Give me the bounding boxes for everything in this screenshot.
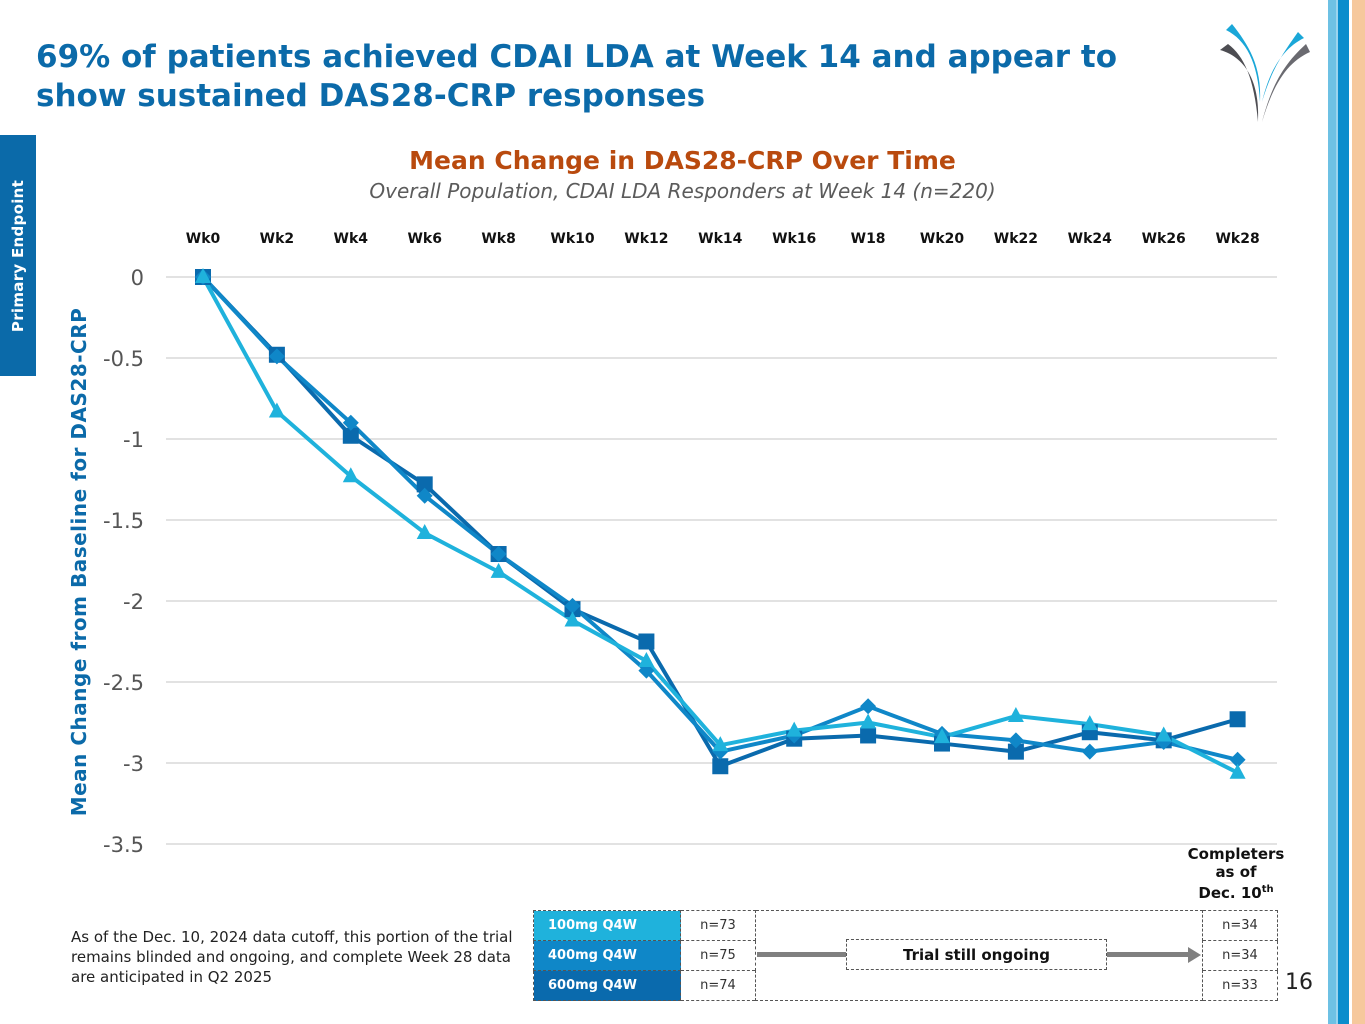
series-line-400mg-q4w	[201, 275, 1239, 762]
data-point-triangle	[860, 713, 877, 729]
data-point-diamond	[490, 546, 507, 563]
y-tick-label: -0.5	[103, 347, 144, 371]
x-tick-label: Wk16	[772, 231, 816, 247]
data-point-triangle	[416, 523, 433, 539]
data-point-triangle	[638, 651, 655, 667]
data-point-diamond	[1081, 743, 1098, 760]
data-point-diamond	[342, 414, 359, 431]
data-point-triangle	[934, 728, 950, 744]
completers-header: Completers as of Dec. 10th	[1180, 845, 1292, 902]
y-tick-label: -3.5	[103, 833, 144, 857]
x-tick-label: Wk12	[624, 231, 668, 247]
n-complete: n=34	[1202, 910, 1278, 941]
slide-title: 69% of patients achieved CDAI LDA at Wee…	[36, 39, 1118, 114]
data-point-square	[712, 758, 729, 775]
data-point-diamond	[1007, 732, 1024, 749]
decorative-stripes	[1328, 0, 1365, 1024]
table-row: 400mg Q4W n=75 n=34	[533, 940, 1278, 971]
n-complete: n=33	[1202, 970, 1278, 1001]
page-number: 16	[1285, 970, 1313, 995]
data-point-triangle	[1229, 763, 1246, 779]
data-point-triangle	[712, 736, 729, 752]
x-tick-label: Wk8	[481, 231, 516, 247]
dose-label: 100mg Q4W	[533, 910, 681, 941]
data-point-square	[1229, 711, 1246, 728]
chart-title: Mean Change in DAS28-CRP Over Time	[0, 146, 1365, 175]
data-point-triangle	[786, 721, 803, 737]
chart-title-text: Mean Change in DAS28-CRP Over Time	[409, 146, 956, 175]
footnote: As of the Dec. 10, 2024 data cutoff, thi…	[71, 928, 513, 986]
chart-subtitle-text: Overall Population, CDAI LDA Responders …	[369, 179, 996, 203]
x-tick-label: W18	[851, 231, 886, 247]
completers-line2: as of	[1215, 863, 1257, 881]
arrow-line-right	[1107, 952, 1189, 957]
x-tick-label: Wk24	[1068, 231, 1112, 247]
data-point-square	[416, 476, 433, 493]
y-tick-label: -1	[123, 428, 144, 452]
x-tick-label: Wk14	[698, 231, 742, 247]
n-start: n=74	[680, 970, 756, 1001]
x-tick-label: Wk26	[1142, 231, 1186, 247]
y-tick-label: -2.5	[103, 671, 144, 695]
data-point-triangle	[268, 402, 285, 418]
x-tick-label: Wk22	[994, 231, 1038, 247]
data-point-diamond	[1229, 751, 1246, 768]
data-point-triangle	[342, 467, 359, 483]
x-tick-label: Wk2	[260, 231, 295, 247]
dose-label: 600mg Q4W	[533, 970, 681, 1001]
arrow-right-icon	[1188, 947, 1201, 963]
data-point-triangle	[1007, 707, 1024, 723]
x-tick-label: Wk0	[186, 231, 221, 247]
section-tab: Primary Endpoint	[0, 135, 36, 376]
x-tick-label: Wk10	[550, 231, 594, 247]
data-point-square	[342, 427, 359, 444]
trial-ongoing-box: Trial still ongoing	[846, 939, 1107, 970]
data-point-diamond	[416, 487, 433, 504]
data-point-square	[860, 727, 877, 744]
chart-subtitle: Overall Population, CDAI LDA Responders …	[0, 179, 1365, 203]
dose-label: 400mg Q4W	[533, 940, 681, 971]
data-point-triangle	[1155, 726, 1172, 742]
y-tick-label: -3	[123, 752, 144, 776]
y-tick-label: -1.5	[103, 509, 144, 533]
x-tick-label: Wk28	[1215, 231, 1259, 247]
series-line-600mg-q4w	[201, 275, 1239, 769]
y-tick-label: 0	[131, 266, 144, 290]
data-point-triangle	[490, 562, 507, 578]
completers-sup: th	[1261, 884, 1274, 895]
data-point-diamond	[860, 698, 877, 715]
data-point-triangle	[1081, 715, 1098, 731]
arrow-line-left	[757, 952, 846, 957]
x-tick-label: Wk6	[407, 231, 442, 247]
data-point-square	[638, 633, 655, 650]
table-row: 100mg Q4W n=73 n=34	[533, 910, 1278, 1001]
completers-line3: Dec. 10	[1198, 884, 1262, 902]
data-point-triangle	[195, 268, 211, 283]
n-start: n=73	[680, 910, 756, 941]
completers-line1: Completers	[1187, 845, 1285, 863]
data-point-diamond	[268, 348, 285, 365]
chevron-v-logo-icon	[1220, 24, 1310, 122]
n-complete: n=34	[1202, 940, 1278, 971]
data-point-diamond	[564, 597, 581, 614]
y-tick-label: -2	[123, 590, 144, 614]
n-start: n=75	[680, 940, 756, 971]
series-line-100mg-q4w	[201, 276, 1239, 775]
data-point-triangle	[564, 611, 581, 627]
x-tick-label: Wk4	[334, 231, 369, 247]
x-tick-label: Wk20	[920, 231, 964, 247]
data-point-square	[1007, 743, 1024, 760]
table-row: 600mg Q4W n=74 n=33	[533, 970, 1278, 1001]
